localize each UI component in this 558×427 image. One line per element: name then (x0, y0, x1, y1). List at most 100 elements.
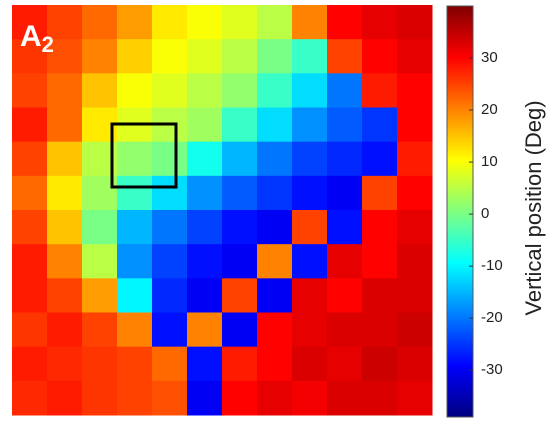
cell (187, 210, 223, 245)
cell (12, 210, 48, 245)
cell (12, 73, 48, 108)
cell (257, 313, 293, 348)
cell (362, 142, 398, 177)
cell (187, 313, 223, 348)
cell (327, 108, 363, 143)
cell (152, 73, 188, 108)
cell (187, 108, 223, 143)
cell (257, 5, 293, 40)
cell (12, 108, 48, 143)
cell (362, 73, 398, 108)
cell (397, 313, 433, 348)
cell (82, 313, 118, 348)
cell (397, 381, 433, 416)
cell (327, 73, 363, 108)
cell (117, 73, 153, 108)
cell (152, 313, 188, 348)
cell (152, 347, 188, 382)
cell (327, 142, 363, 177)
cell (292, 278, 328, 313)
cell (117, 278, 153, 313)
cell (362, 108, 398, 143)
cell (292, 73, 328, 108)
cell (222, 176, 258, 211)
cell (257, 39, 293, 74)
cell (397, 5, 433, 40)
tick-label: 10 (481, 153, 498, 170)
cell (397, 142, 433, 177)
cell (257, 278, 293, 313)
cell (327, 278, 363, 313)
cell (397, 278, 433, 313)
cell (397, 347, 433, 382)
cell (117, 39, 153, 74)
cell (47, 210, 83, 245)
cell (222, 381, 258, 416)
cell (47, 108, 83, 143)
cell (12, 313, 48, 348)
cell (327, 39, 363, 74)
cell (327, 5, 363, 40)
cell (82, 210, 118, 245)
tick-label: 30 (481, 49, 498, 66)
cell (362, 244, 398, 279)
cell (117, 381, 153, 416)
cell (187, 73, 223, 108)
cell (292, 39, 328, 74)
cell (327, 347, 363, 382)
cell (47, 278, 83, 313)
cell (222, 313, 258, 348)
panel-letter: A (20, 20, 42, 53)
cell (187, 244, 223, 279)
cell (292, 176, 328, 211)
cell (397, 73, 433, 108)
tick-label: -10 (481, 257, 503, 274)
cell (397, 108, 433, 143)
cell (117, 347, 153, 382)
cell (257, 176, 293, 211)
tick-label: 0 (481, 205, 489, 222)
cell (152, 278, 188, 313)
cell (152, 381, 188, 416)
cell (152, 142, 188, 177)
cell (292, 108, 328, 143)
cell (82, 73, 118, 108)
cell (12, 244, 48, 279)
cell (362, 176, 398, 211)
cell (187, 5, 223, 40)
cell (327, 313, 363, 348)
cell (362, 381, 398, 416)
cell (47, 313, 83, 348)
cell (82, 39, 118, 74)
cell (292, 381, 328, 416)
colorbar-fill (447, 6, 473, 417)
cell (82, 278, 118, 313)
cell (222, 73, 258, 108)
cell (187, 39, 223, 74)
cell (117, 176, 153, 211)
cell (257, 142, 293, 177)
cell (222, 210, 258, 245)
cell (327, 244, 363, 279)
cell (292, 347, 328, 382)
cell (292, 244, 328, 279)
cell (152, 39, 188, 74)
cell (187, 176, 223, 211)
cell (82, 381, 118, 416)
cell (292, 210, 328, 245)
cell (292, 313, 328, 348)
cell (12, 381, 48, 416)
cell (362, 210, 398, 245)
cell (47, 381, 83, 416)
cell (152, 176, 188, 211)
cell (292, 5, 328, 40)
cell (82, 5, 118, 40)
cell (222, 244, 258, 279)
cell (292, 142, 328, 177)
cell (362, 313, 398, 348)
cell (187, 142, 223, 177)
cell (222, 108, 258, 143)
cell (222, 142, 258, 177)
cell (257, 108, 293, 143)
